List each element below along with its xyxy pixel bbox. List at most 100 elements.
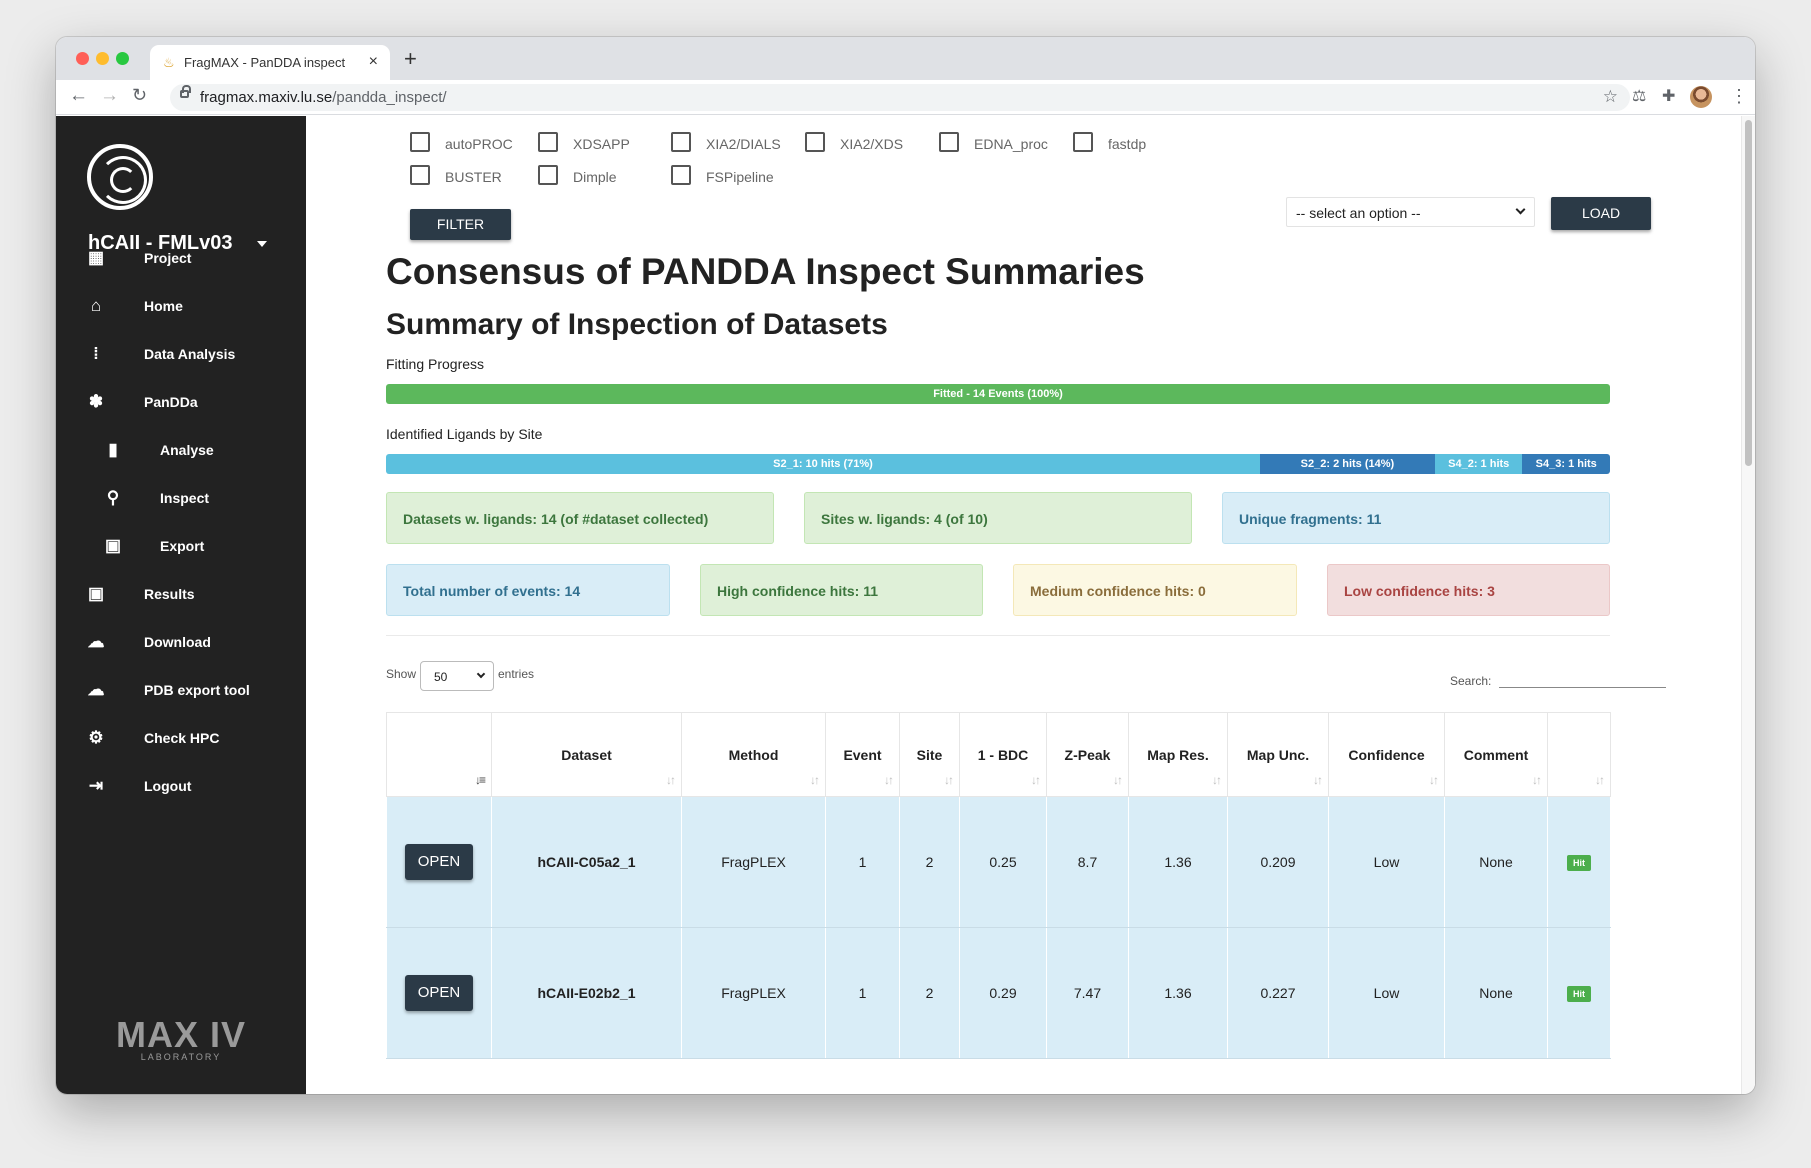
forward-arrow-icon[interactable]: → [100,85,119,106]
checkbox-box[interactable] [538,165,558,185]
column-header-label: Comment [1463,746,1529,763]
sidebar-item-download[interactable]: ☁ Download [56,622,306,662]
sidebar-item-label: PDB export tool [144,682,250,698]
home-icon: ⌂ [90,296,102,315]
sidebar-item-data-analysis[interactable]: ⁞ Data Analysis [56,334,306,374]
open-button[interactable]: OPEN [405,975,473,1011]
sort-icon[interactable]: ↓↑ [1031,773,1041,787]
checkbox-label: Dimple [573,169,617,185]
sidebar-item-project[interactable]: ▦ Project [56,238,306,278]
checkbox-box[interactable] [671,165,691,185]
sort-icon[interactable]: ↓↑ [1212,773,1222,787]
tab-close-icon[interactable]: × [368,53,378,70]
column-header[interactable]: Map Res. ↓↑ [1128,712,1228,797]
hit-badge: Hit [1567,855,1591,871]
checkbox-box[interactable] [805,132,825,152]
search-input[interactable] [1499,687,1666,688]
chevron-down-icon [1515,204,1526,215]
column-header-label: Confidence [1348,746,1425,763]
checkbox-box[interactable] [410,132,430,152]
checkbox-box[interactable] [410,165,430,185]
cell-method: FragPLEX [681,796,826,928]
cell-conf: Low [1328,796,1445,928]
close-window-button[interactable] [76,52,89,65]
browser-tab[interactable]: ♨ FragMAX - PanDDA inspect × [150,45,390,80]
column-header[interactable]: Confidence ↓↑ [1328,712,1445,797]
page-scrollbar[interactable] [1741,116,1755,1094]
sidebar-item-inspect[interactable]: ⚲ Inspect [56,478,306,518]
sort-icon[interactable]: ↓≡ [474,773,486,787]
fragmax-logo[interactable] [87,144,153,210]
sort-icon[interactable]: ↓↑ [1532,773,1542,787]
entries-select[interactable]: 50 [420,661,494,691]
unique-fragments-alert: Unique fragments: 11 [1222,492,1610,544]
badge-cell: Hit [1547,927,1611,1059]
checkbox-box[interactable] [671,132,691,152]
checkbox-box[interactable] [939,132,959,152]
sidebar-item-pandda[interactable]: ✽ PanDDa [56,382,306,422]
load-button[interactable]: LOAD [1551,197,1651,230]
table-row: OPEN hCAII-E02b2_1 FragPLEX 1 2 0.29 7.47 1.36 0… [386,927,1611,1059]
sort-icon[interactable]: ↓↑ [1313,773,1323,787]
checkbox-box[interactable] [538,132,558,152]
profile-avatar[interactable] [1690,86,1712,108]
cell-site: 2 [899,796,960,928]
table-search: Search: [1450,674,1666,688]
column-header[interactable]: ↓↑ [1547,712,1611,797]
url-path: /pandda_inspect/ [332,89,447,106]
sidebar-item-home[interactable]: ⌂ Home [56,286,306,326]
scrollbar-thumb[interactable] [1745,120,1752,466]
sort-icon[interactable]: ↓↑ [1429,773,1439,787]
sidebar-item-logout[interactable]: ⇥ Logout [56,766,306,806]
checkbox-box[interactable] [1073,132,1093,152]
maximize-window-button[interactable] [116,52,129,65]
column-header[interactable]: Event ↓↑ [825,712,900,797]
column-header[interactable]: Dataset ↓↑ [491,712,682,797]
cell-zpeak: 8.7 [1046,796,1129,928]
column-header[interactable]: Method ↓↑ [681,712,826,797]
sidebar-item-check-hpc[interactable]: ⚙ Check HPC [56,718,306,758]
sidebar-item-label: Home [144,298,183,314]
column-header[interactable]: ↓≡ [386,712,492,797]
sort-icon[interactable]: ↓↑ [884,773,894,787]
sidebar-item-label: Results [144,586,195,602]
translate-extension-icon[interactable]: ⚖ [1632,88,1647,105]
puzzle-extensions-icon[interactable]: ✚ [1662,88,1676,105]
badge-cell: Hit [1547,796,1611,928]
sort-icon[interactable]: ↓↑ [944,773,954,787]
project-dropdown-caret-icon[interactable] [257,241,267,252]
sidebar-item-export[interactable]: ▣ Export [56,526,306,566]
cell-unc: 0.227 [1227,927,1329,1059]
checkbox-label: autoPROC [445,136,513,152]
cell-site: 2 [899,927,960,1059]
new-tab-icon[interactable]: + [404,46,417,71]
sidebar-item-label: Export [160,538,205,554]
back-arrow-icon[interactable]: ← [69,85,88,106]
address-bar[interactable]: fragmax.maxiv.lu.se/pandda_inspect/ ☆ [170,84,1630,111]
sort-icon[interactable]: ↓↑ [1113,773,1123,787]
fitting-segment: Fitted - 14 Events (100%) [386,384,1610,404]
project-name[interactable]: hCAII - FMLv03 [88,232,233,254]
checkbox-label: XDSAPP [573,136,630,152]
column-header[interactable]: 1 - BDC ↓↑ [959,712,1047,797]
minimize-window-button[interactable] [96,52,109,65]
option-select[interactable]: -- select an option -- [1286,197,1535,227]
sort-icon[interactable]: ↓↑ [1595,773,1605,787]
column-header[interactable]: Site ↓↑ [899,712,960,797]
reload-icon[interactable]: ↻ [132,85,148,105]
sidebar-item-results[interactable]: ▣ Results [56,574,306,614]
filter-button[interactable]: FILTER [410,209,511,240]
column-header[interactable]: Z-Peak ↓↑ [1046,712,1129,797]
sidebar-item-label: Data Analysis [144,346,236,362]
more-menu-icon[interactable]: ⋮ [1730,86,1748,106]
bookmark-star-icon[interactable]: ☆ [1602,87,1618,106]
flask-favicon-icon: ♨ [163,55,175,70]
column-header[interactable]: Map Unc. ↓↑ [1227,712,1329,797]
sort-icon[interactable]: ↓↑ [666,773,676,787]
column-header[interactable]: Comment ↓↑ [1444,712,1548,797]
sidebar-item-analyse[interactable]: ▮ Analyse [56,430,306,470]
sort-icon[interactable]: ↓↑ [810,773,820,787]
open-button[interactable]: OPEN [405,844,473,880]
checkbox-label: BUSTER [445,169,502,185]
sidebar-item-pdb-export-tool[interactable]: ☁ PDB export tool [56,670,306,710]
